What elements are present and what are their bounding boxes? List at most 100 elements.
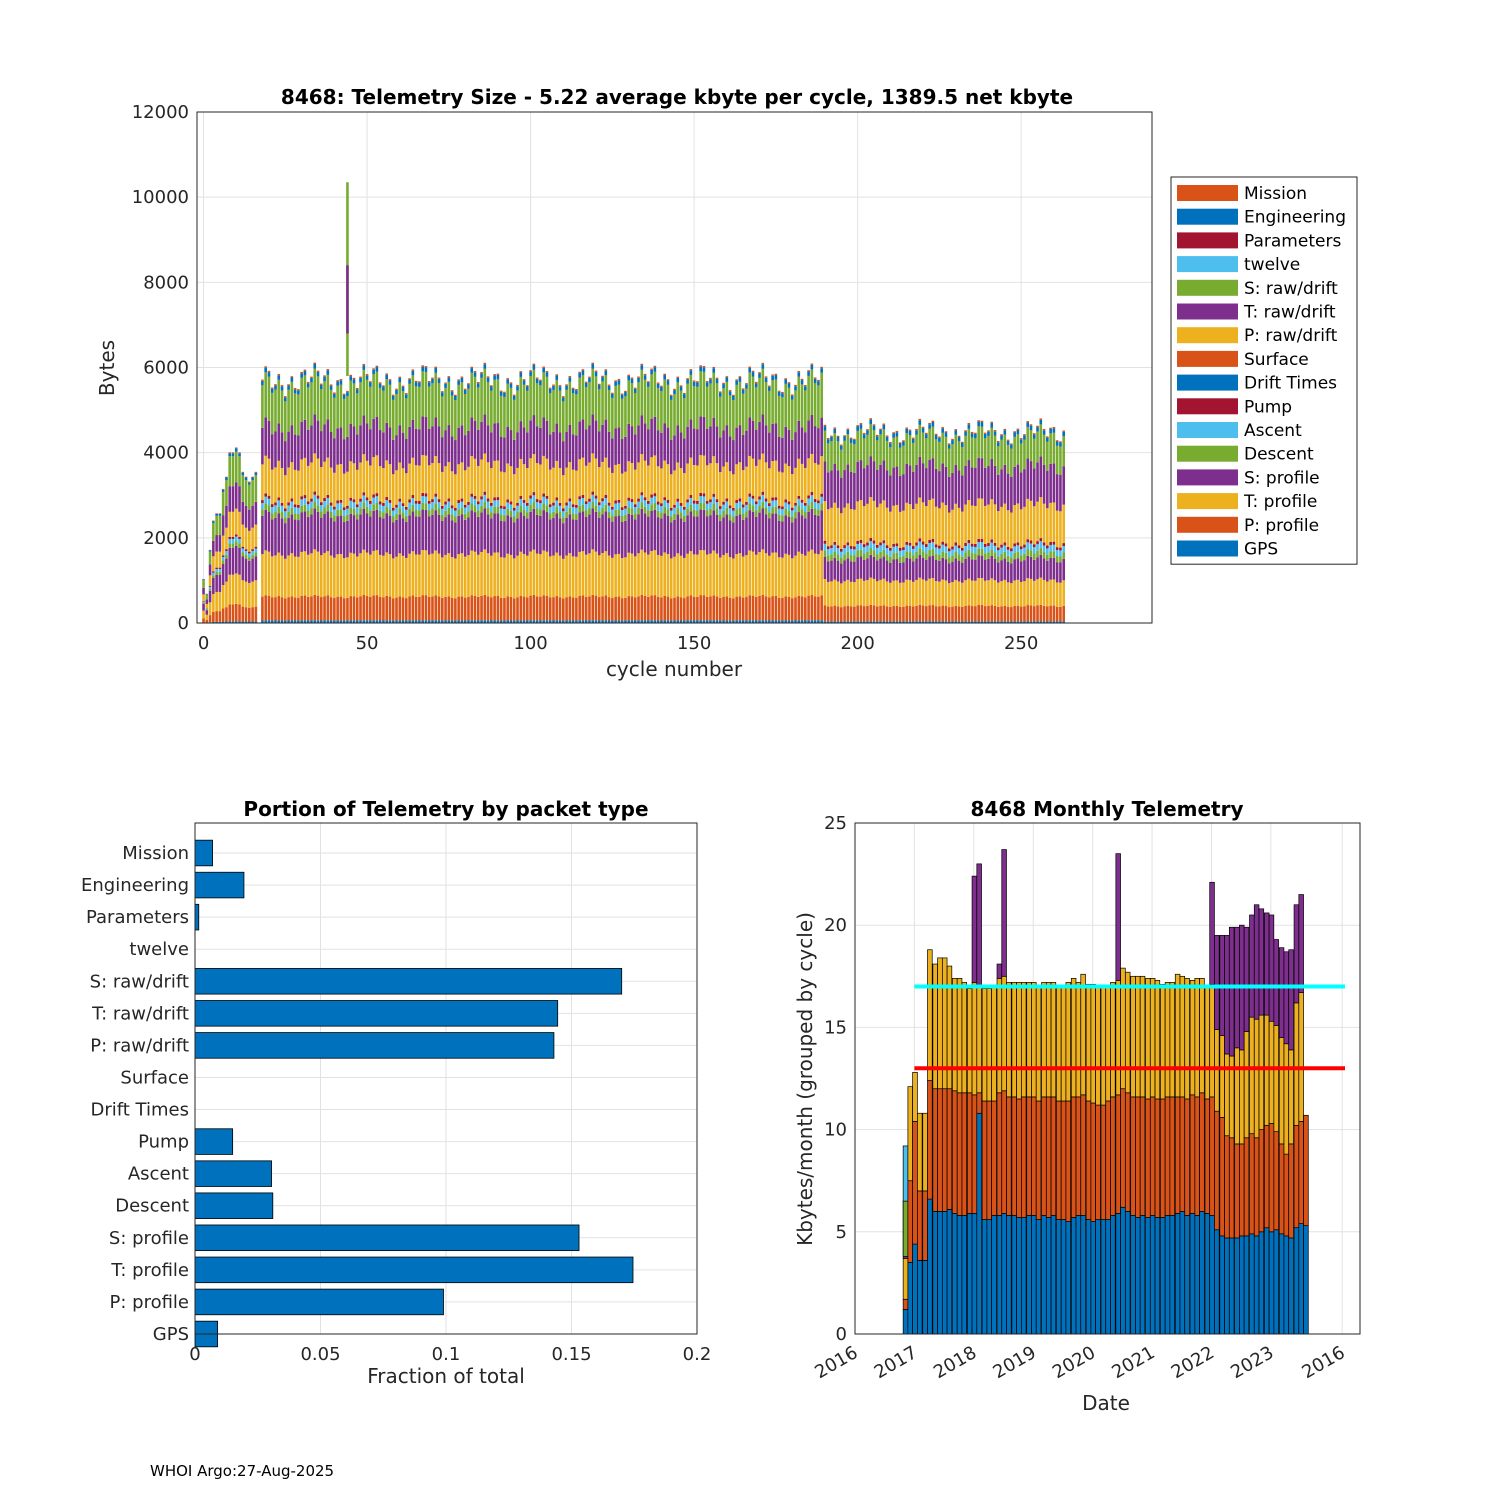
c1-bar-segment <box>728 395 732 437</box>
c1-bar-segment <box>447 553 451 597</box>
c1-bar-segment <box>1023 553 1026 561</box>
c1-bar-segment <box>1003 430 1007 435</box>
c3-bar-segment <box>991 1100 997 1216</box>
c1-bar-segment <box>303 620 307 623</box>
c1-bar-segment <box>1032 580 1036 607</box>
c1-bar-segment <box>983 621 987 623</box>
c1-bar-segment <box>928 605 931 622</box>
c1-bar-segment <box>454 598 457 621</box>
c1-bar-segment <box>692 380 696 382</box>
c1-bar-segment <box>329 502 333 506</box>
c1-bar-segment <box>450 390 454 392</box>
c1-bar-segment <box>925 544 928 548</box>
c1-bar-segment <box>977 548 980 556</box>
c1-bar-segment <box>647 381 650 383</box>
c1-bar-segment <box>1013 432 1016 437</box>
c1-bar-segment <box>490 502 493 506</box>
c1-bar-segment <box>813 596 817 621</box>
c1-bar-segment <box>1032 438 1036 469</box>
c1-bar-segment <box>715 383 719 427</box>
c1-bar-segment <box>1000 469 1003 507</box>
c1-bar-segment <box>1019 549 1023 556</box>
c1-bar-segment <box>951 561 954 583</box>
c1-bar-segment <box>526 502 529 506</box>
c1-bar-segment <box>388 427 392 465</box>
c1-bar-segment <box>735 380 738 385</box>
c1-bar-segment <box>676 425 680 463</box>
c1-bar-segment <box>342 394 346 399</box>
c1-bar-segment <box>303 375 307 420</box>
c1-bar-segment <box>548 597 552 621</box>
c1-bar-segment <box>427 500 431 504</box>
c1-bar-segment <box>1010 557 1013 564</box>
c1-bar-segment <box>768 620 771 623</box>
c1-bar-segment <box>817 596 820 621</box>
c1-bar-segment <box>633 507 637 514</box>
c1-bar-segment <box>548 519 552 557</box>
c1-bar-segment <box>800 596 804 621</box>
c1-bar-segment <box>1036 431 1039 463</box>
c1-bar-segment <box>418 516 421 555</box>
c1-bar-segment <box>1052 428 1056 433</box>
c1-bar-segment <box>221 555 225 557</box>
c1-bar-segment <box>679 390 683 433</box>
c1-bar-segment <box>846 428 850 430</box>
c1-bar-segment <box>856 431 859 462</box>
c3-bar-segment <box>1100 1104 1107 1220</box>
c1-bar-segment <box>1029 556 1033 579</box>
c3-bar-segment <box>1001 975 1007 1092</box>
c1-bar-segment <box>1036 605 1039 622</box>
c1-bar-segment <box>797 498 801 506</box>
c3-bar-segment <box>1050 1215 1057 1335</box>
c3-bar-segment <box>1124 1092 1131 1212</box>
c1-bar-segment <box>238 543 241 548</box>
c1-bar-segment <box>274 502 277 506</box>
c1-bar-segment <box>388 509 392 516</box>
c1-bar-segment <box>787 516 791 555</box>
c1-bar-segment <box>457 596 460 621</box>
c1-bar-segment <box>921 579 925 606</box>
c3-bar-segment <box>1179 1211 1186 1335</box>
c1-bar-segment <box>352 499 356 503</box>
c1-bar-segment <box>437 426 441 464</box>
c1-bar-segment <box>663 373 666 376</box>
c1-bar-segment <box>974 580 977 607</box>
c1-bar-segment <box>745 388 748 431</box>
c1-bar-segment <box>624 508 627 515</box>
c1-bar-segment <box>885 435 889 437</box>
c1-bar-segment <box>398 425 402 463</box>
c1-bar-segment <box>460 501 464 509</box>
c1-bar-segment <box>552 597 555 621</box>
c1-bar-segment <box>970 606 974 622</box>
c1-bar-segment <box>336 381 339 386</box>
c1-bar-segment <box>241 556 245 581</box>
c1-bar-segment <box>545 498 549 506</box>
c3-bar-segment <box>1095 1219 1101 1335</box>
c1-bar-segment <box>542 372 545 418</box>
c1-bar-segment <box>640 454 644 493</box>
c1-bar-segment <box>961 550 964 557</box>
c1-bar-segment <box>306 504 310 511</box>
c1-bar-segment <box>526 385 529 387</box>
c1-bar-segment <box>826 561 830 582</box>
c2-bar <box>194 968 623 995</box>
c1-bar-segment <box>951 606 954 622</box>
c1-ytick-label: 0 <box>178 613 189 634</box>
c1-bar-segment <box>692 386 696 429</box>
c1-bar-segment <box>336 464 339 501</box>
c3-bar-segment <box>1075 982 1082 1098</box>
c1-bar-segment <box>1006 473 1010 511</box>
c1-bar-segment <box>588 462 591 499</box>
c1-bar-segment <box>339 379 343 381</box>
c1-bar-segment <box>715 620 719 623</box>
c1-bar-segment <box>777 597 781 621</box>
c1-bar-segment <box>804 386 807 391</box>
c1-bar-segment <box>486 462 490 499</box>
c1-bar-segment <box>905 433 909 464</box>
c1-bar-segment <box>424 367 428 372</box>
c1-bar-segment <box>892 546 895 554</box>
c1-bar-segment <box>643 506 647 514</box>
c1-bar-segment <box>506 553 510 597</box>
c1-bar-segment <box>244 607 248 622</box>
c1-bar-segment <box>274 505 277 512</box>
